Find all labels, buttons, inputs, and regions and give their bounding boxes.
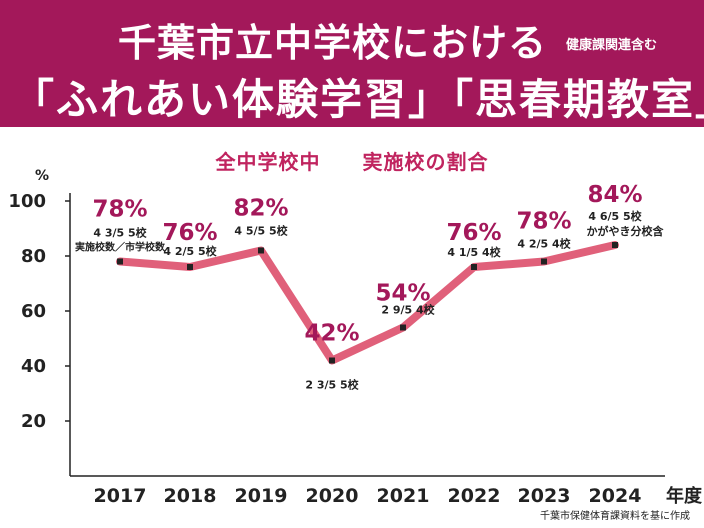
data-label-percent: 84%	[587, 182, 642, 208]
data-label-percent: 76%	[446, 220, 501, 246]
data-label-count: 4 3/5 5校	[93, 226, 147, 240]
x-tick-label: 2023	[518, 485, 571, 507]
data-label-percent: 78%	[92, 197, 147, 223]
series-line	[116, 241, 619, 365]
data-label-percent: 82%	[233, 196, 288, 222]
y-tick-label: 100	[8, 191, 46, 212]
x-tick-label: 2020	[306, 485, 359, 507]
chart-subtitle-right: 実施校の割合	[362, 150, 489, 174]
data-label-count: 2 9/5 4校	[381, 303, 435, 317]
x-axis-suffix: 年度	[666, 485, 703, 507]
data-label-count: 4 1/5 4校	[447, 245, 501, 259]
x-tick-label: 2018	[164, 485, 217, 507]
page-title: 千葉市立中学校における	[118, 21, 548, 65]
data-point	[612, 242, 618, 248]
x-tick-label: 2019	[235, 485, 288, 507]
y-tick-label: 20	[21, 411, 46, 432]
data-label-count: 4 6/5 5校	[588, 209, 642, 223]
data-point	[187, 264, 193, 270]
chart-subtitle: 全中学校中 実施校の割合	[0, 146, 704, 175]
data-point	[117, 258, 123, 265]
chart-subtitle-left: 全中学校中	[215, 150, 321, 174]
header-banner: 千葉市立中学校における 健康課関連含む 「ふれあい体験学習」「思春期教室」	[0, 0, 704, 127]
x-tick-label: 2017	[94, 485, 147, 507]
x-tick-label: 2022	[448, 485, 501, 507]
y-tick-label: 40	[21, 356, 46, 377]
y-tick-label: 60	[21, 301, 46, 322]
data-label-percent: 42%	[304, 321, 359, 347]
data-label-count: 4 2/5 4校	[517, 237, 571, 251]
y-tick-label: 80	[21, 246, 46, 267]
page-title-programs: 「ふれあい体験学習」「思春期教室」	[12, 75, 704, 124]
annotation-count-legend: 実施校数／市学校数	[75, 241, 166, 254]
source-note: 千葉市保健体育課資料を基に作成	[540, 511, 690, 522]
data-label-percent: 54%	[375, 281, 430, 307]
data-point	[400, 324, 406, 331]
x-tick-label: 2021	[377, 485, 430, 507]
data-label-count: 4 2/5 5校	[163, 244, 217, 258]
title-note: 健康課関連含む	[566, 38, 658, 53]
data-point	[258, 247, 264, 254]
data-label-count: 2 3/5 5校	[305, 378, 359, 392]
x-tick-label: 2024	[589, 485, 642, 507]
data-label-count: 4 5/5 5校	[234, 224, 288, 238]
data-point	[329, 357, 335, 364]
data-label-percent: 78%	[516, 209, 571, 235]
y-axis-unit: %	[35, 168, 49, 184]
annotation-branch-school: かがやき分校含	[587, 224, 665, 238]
data-label-percent: 76%	[162, 220, 217, 246]
data-point	[471, 264, 477, 270]
data-point	[541, 258, 547, 265]
